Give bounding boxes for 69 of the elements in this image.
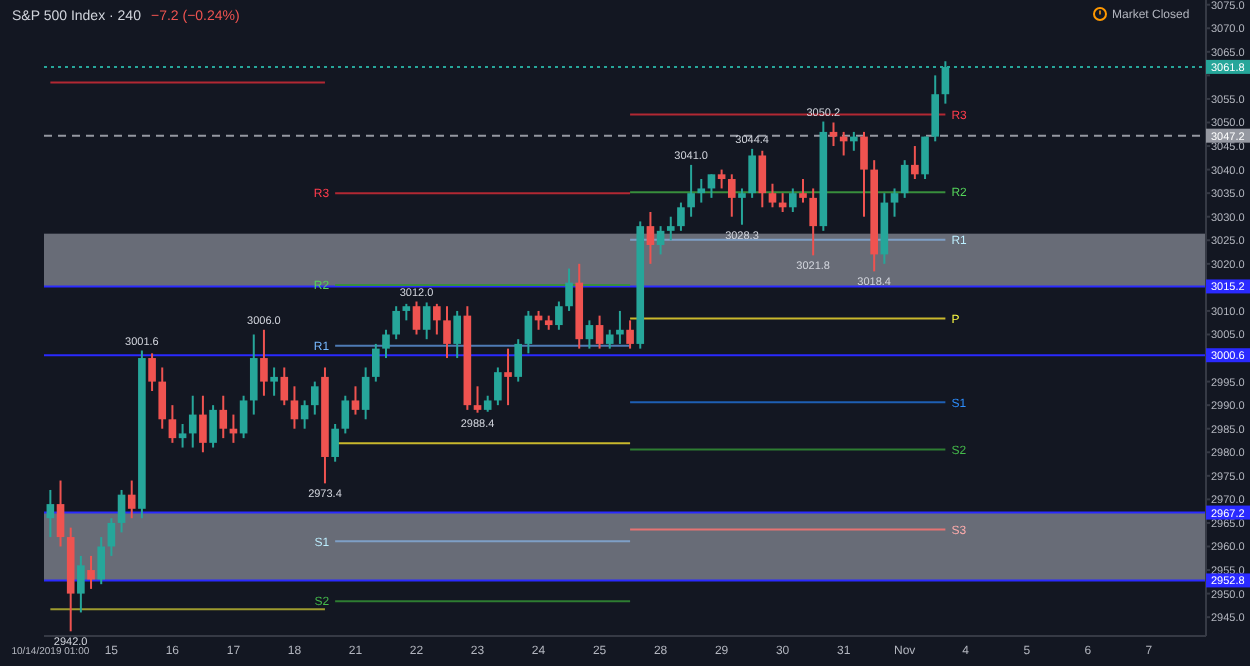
candlestick xyxy=(473,385,482,414)
candlestick xyxy=(361,366,370,421)
candlestick xyxy=(249,333,258,416)
candlestick xyxy=(351,385,360,416)
candlestick xyxy=(524,309,533,355)
candlestick xyxy=(199,394,207,454)
candlestick xyxy=(514,338,523,383)
candlestick xyxy=(392,305,400,341)
candlestick xyxy=(433,302,441,336)
candlestick xyxy=(931,74,940,143)
candlestick xyxy=(687,163,695,218)
candlestick xyxy=(310,380,319,416)
candlestick xyxy=(341,394,350,435)
candlestick xyxy=(626,319,634,350)
candlestick xyxy=(300,399,309,430)
candlestick xyxy=(453,309,461,360)
candlestick xyxy=(829,121,838,148)
candlestick xyxy=(331,423,339,463)
candlestick xyxy=(707,173,716,199)
candlestick xyxy=(717,168,726,190)
candlestick xyxy=(921,135,929,181)
candlestick xyxy=(46,488,55,539)
candlestick xyxy=(209,404,217,449)
candlestick xyxy=(270,366,278,397)
candlestick xyxy=(372,342,380,383)
candlestick xyxy=(565,267,573,312)
candlestick xyxy=(188,394,197,449)
candlestick xyxy=(595,314,604,350)
candlestick xyxy=(697,178,706,204)
candlestick xyxy=(768,182,777,209)
candlestick xyxy=(239,394,248,440)
candlestick xyxy=(605,328,614,350)
candlestick xyxy=(87,554,95,590)
candlestick xyxy=(911,145,919,181)
candlestick xyxy=(758,149,767,209)
candlestick xyxy=(443,305,451,360)
candlestick xyxy=(117,488,126,534)
candlestick xyxy=(555,300,563,331)
candlestick xyxy=(585,319,594,350)
candlestick xyxy=(677,201,685,232)
candlestick xyxy=(219,394,228,440)
candlestick xyxy=(56,479,65,548)
candlestick xyxy=(748,147,756,199)
candlestick xyxy=(148,352,156,393)
candlestick xyxy=(260,328,268,397)
candlestick xyxy=(727,173,736,218)
candlestick xyxy=(809,187,817,257)
candlestick xyxy=(97,536,106,586)
candlestick xyxy=(290,385,299,430)
candlestick xyxy=(382,328,390,360)
candlestick xyxy=(168,404,177,444)
candlestick xyxy=(412,300,421,336)
candlestick xyxy=(127,479,136,520)
candlestick xyxy=(738,187,746,226)
candlestick xyxy=(860,130,868,218)
candlestick xyxy=(646,211,655,265)
candlestick xyxy=(789,187,797,213)
candlestick xyxy=(900,159,909,199)
candlestick xyxy=(77,554,85,614)
candlestick xyxy=(656,225,665,256)
candlestick xyxy=(178,423,187,449)
candlestick xyxy=(799,178,807,204)
candlestick xyxy=(280,366,289,407)
candlestick xyxy=(158,366,167,430)
candlestick xyxy=(422,301,431,341)
candlestick xyxy=(666,215,675,242)
candlestick xyxy=(504,347,512,407)
candlestick xyxy=(890,187,899,218)
candlestick xyxy=(494,366,502,407)
